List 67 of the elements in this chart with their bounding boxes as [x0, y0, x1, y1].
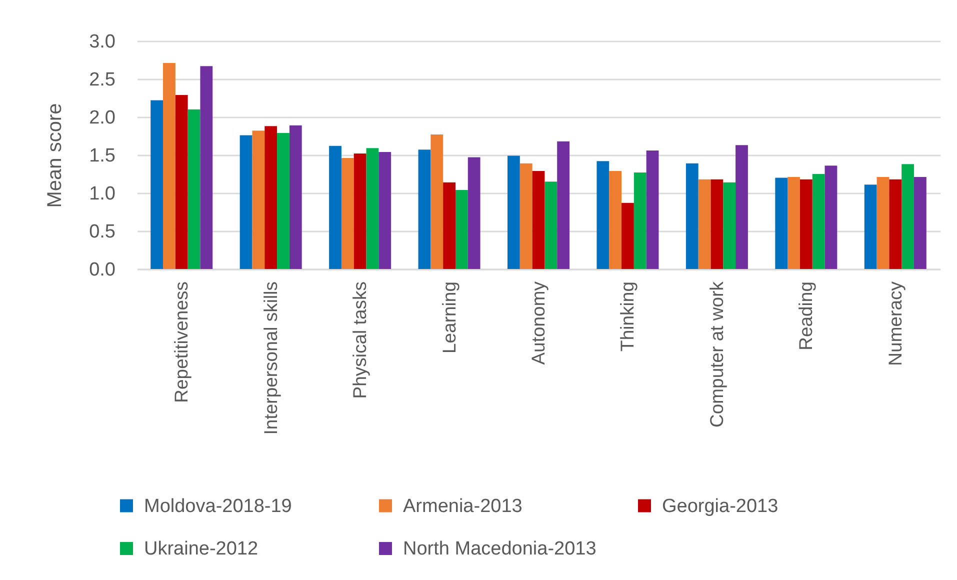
bar	[378, 152, 392, 269]
bar	[468, 157, 480, 269]
bar	[812, 174, 825, 269]
bar	[443, 182, 456, 269]
bar	[150, 100, 164, 269]
bar	[596, 161, 610, 269]
bar	[698, 179, 711, 269]
y-tick-label: 2.0	[89, 108, 116, 128]
y-tick-label: 3.0	[89, 32, 116, 52]
bar	[289, 125, 302, 269]
bar	[163, 63, 176, 269]
bar	[914, 177, 926, 269]
bar	[240, 135, 252, 269]
bar	[557, 141, 570, 269]
bar	[686, 163, 698, 269]
bar	[889, 179, 902, 269]
bar	[455, 190, 468, 269]
y-tick-label: 2.5	[89, 70, 116, 90]
x-tick-label: Interpersonal skills	[260, 282, 281, 435]
bar	[366, 148, 379, 269]
bar	[418, 150, 431, 269]
bar	[200, 66, 213, 269]
bar	[329, 146, 342, 269]
legend-label: North Macedonia-2013	[403, 538, 596, 560]
bar	[175, 94, 188, 269]
x-tick-label: Computer at work	[706, 280, 727, 428]
bar	[800, 179, 812, 269]
bar	[520, 163, 532, 269]
bar	[354, 153, 366, 269]
bar	[622, 202, 634, 269]
x-tick-label: Physical tasks	[349, 282, 370, 399]
bar	[430, 134, 444, 269]
bar	[646, 150, 659, 269]
bar	[876, 177, 890, 269]
bar	[864, 184, 877, 269]
bar	[188, 109, 200, 269]
x-tick-label: Repetitiveness	[170, 282, 192, 403]
y-tick-label: 1.0	[89, 184, 116, 204]
bar	[634, 172, 646, 269]
x-tick-label: Numeracy	[884, 280, 906, 366]
y-tick-label: 0.5	[89, 222, 116, 242]
bar	[341, 158, 354, 269]
x-tick-label: Autonomy	[528, 280, 548, 365]
y-tick-label: 1.5	[89, 146, 116, 166]
bar	[507, 156, 520, 269]
x-tick-label: Reading	[795, 282, 816, 350]
legend-label: Ukraine-2012	[144, 538, 258, 560]
legend-label: Moldova-2018-19	[144, 496, 292, 517]
legend-label: Armenia-2013	[403, 496, 522, 517]
bar	[788, 177, 800, 269]
y-tick-label: 0.0	[89, 260, 116, 280]
legend-label: Georgia-2013	[662, 496, 778, 517]
bar	[544, 182, 558, 269]
bar	[277, 132, 290, 269]
bar	[736, 145, 748, 269]
bar	[723, 182, 736, 269]
bar	[264, 126, 278, 269]
bar	[775, 178, 788, 269]
bar	[902, 164, 914, 269]
y-axis-title: Mean score	[44, 103, 66, 208]
x-tick-label: Thinking	[616, 282, 638, 352]
bar	[609, 170, 622, 269]
bar	[532, 170, 545, 269]
x-tick-label: Learning	[438, 282, 460, 354]
bar	[710, 179, 724, 269]
bar	[824, 166, 838, 269]
bar	[252, 130, 265, 269]
